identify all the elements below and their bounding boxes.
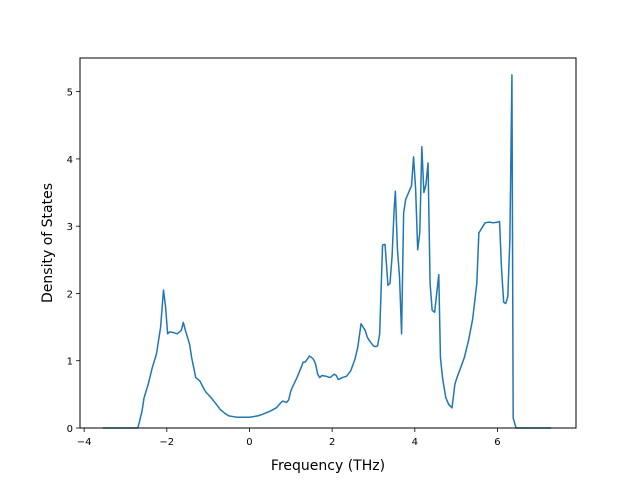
x-tick-label: 2	[329, 437, 335, 448]
y-tick-label: 4	[67, 155, 73, 166]
x-axis-ticks: −4 −2 0 2 4 6	[77, 428, 501, 448]
x-tick-label: −4	[77, 437, 92, 448]
dos-line-0	[102, 74, 552, 429]
x-tick-label: 4	[412, 437, 418, 448]
plot-area	[102, 74, 552, 429]
y-tick-label: 2	[67, 289, 73, 300]
x-tick-label: 0	[246, 437, 252, 448]
y-axis-ticks: 0 1 2 3 4 5	[67, 88, 80, 435]
x-tick-label: 6	[494, 437, 500, 448]
y-tick-label: 3	[67, 222, 73, 233]
x-axis-label: Frequency (THz)	[271, 458, 385, 474]
axes-frame	[79, 57, 577, 429]
y-tick-label: 0	[67, 424, 73, 435]
y-tick-label: 5	[67, 88, 73, 99]
x-tick-label: −2	[159, 437, 174, 448]
y-axis-label: Density of States	[40, 183, 56, 303]
y-tick-label: 1	[67, 357, 73, 368]
